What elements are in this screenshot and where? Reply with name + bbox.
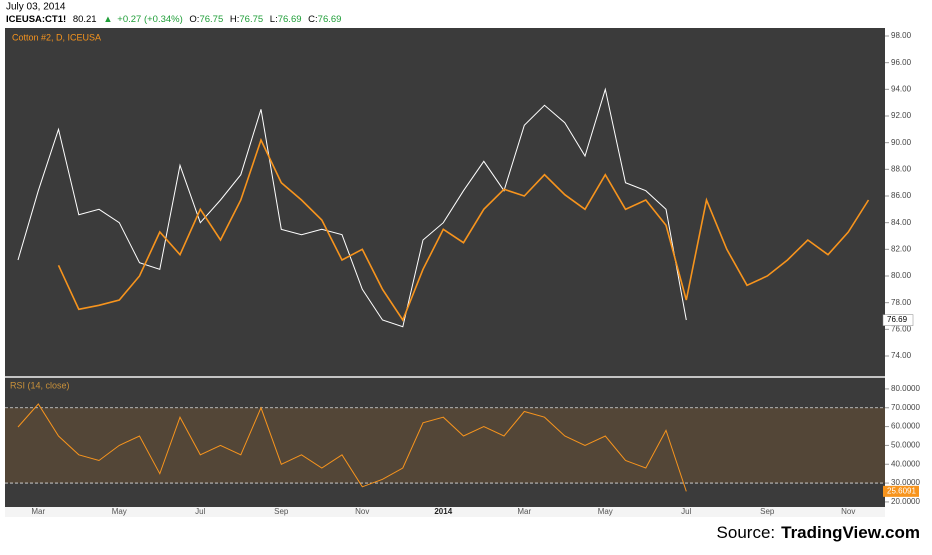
price-line [17,87,687,328]
x-tick-label: Jul [681,507,691,516]
y-tick-label: 92.00 [891,111,912,120]
legend: Cotton #2, D, ICEUSA [12,32,101,42]
y-tick-label: 88.00 [891,164,912,173]
price: 80.21 [73,14,97,25]
y-tick-label: 80.00 [891,271,912,280]
rsi-last-box [883,485,919,497]
y-tick-label: 60.0000 [891,422,920,431]
y-tick-label: 20.0000 [891,497,920,506]
y-tick-label: 98.00 [891,31,912,40]
price-line [57,137,870,322]
close: 76.69 [318,14,342,25]
source: Source: TradingView.com [717,523,920,542]
y-tick-label: 86.00 [891,191,912,200]
open-label: O: [189,14,199,25]
x-tick-label: Nov [355,507,369,516]
y-tick-label: 40.0000 [891,459,920,468]
rsi-line [17,403,687,492]
x-tick-label: Sep [760,507,775,516]
x-tick-label: Mar [31,507,45,516]
x-tick-label: Jul [195,507,205,516]
y-tick-label: 96.00 [891,58,912,67]
x-tick-label: May [112,507,127,516]
last-value-box [882,314,914,326]
up-arrow: ▲ [103,14,112,25]
y-tick-label: 76.00 [891,324,912,333]
y-tick-label: 70.0000 [891,403,920,412]
date: July 03, 2014 [6,2,66,13]
y-tick-label: 84.00 [891,218,912,227]
high: 76.75 [239,14,263,25]
y-tick-label: 78.00 [891,298,912,307]
x-tick-label: 2014 [434,507,452,516]
x-tick-label: Nov [841,507,855,516]
y-tick-label: 74.00 [891,351,912,360]
main-pane [5,28,885,376]
x-tick-label: Mar [517,507,531,516]
y-tick-label: 94.00 [891,84,912,93]
low-label: L: [270,14,278,25]
last-value-label: 76.69 [887,315,908,324]
rsi-band-fill [5,407,885,484]
y-tick-label: 82.00 [891,244,912,253]
close-label: C: [308,14,318,25]
x-tick-label: May [598,507,613,516]
source-label: Source: [717,523,776,542]
y-tick-label: 50.0000 [891,441,920,450]
y-tick-label: 80.0000 [891,384,920,393]
quote-line: ICEUSA:CT1! 80.21 ▲ +0.27 (+0.34%) O:76.… [6,14,341,25]
y-tick-label: 30.0000 [891,478,920,487]
symbol: ICEUSA:CT1! [6,14,66,25]
change: +0.27 (+0.34%) [117,14,183,25]
rsi-title: RSI (14, close) [10,380,70,390]
low: 76.69 [278,14,302,25]
x-axis-strip [5,507,885,517]
rsi-last-label: 25.6091 [887,486,916,495]
y-tick-label: 90.00 [891,138,912,147]
source-site: TradingView.com [781,523,920,542]
open: 76.75 [199,14,223,25]
x-tick-label: Sep [274,507,289,516]
rsi-pane [5,378,885,507]
high-label: H: [230,14,240,25]
